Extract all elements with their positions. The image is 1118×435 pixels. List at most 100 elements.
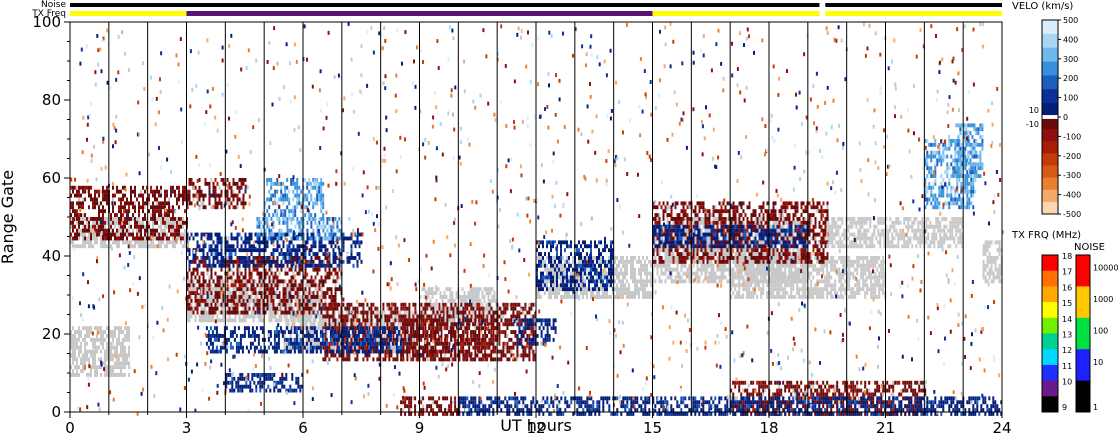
data-cell xyxy=(134,201,136,206)
data-cell xyxy=(86,326,88,331)
data-cell xyxy=(106,369,108,373)
data-cell xyxy=(636,283,638,288)
data-cell xyxy=(441,295,444,299)
data-cell xyxy=(746,295,749,299)
data-cell xyxy=(238,291,241,295)
data-cell xyxy=(726,236,729,241)
data-cell xyxy=(220,295,223,299)
data-cell xyxy=(831,240,834,245)
data-cell xyxy=(847,217,850,221)
data-cell xyxy=(893,244,896,249)
data-cell xyxy=(339,337,342,342)
data-cell xyxy=(855,236,858,241)
data-cell xyxy=(493,295,496,299)
data-cell xyxy=(652,275,655,280)
data-cell xyxy=(730,275,733,280)
data-cell xyxy=(391,318,394,323)
data-cell xyxy=(638,259,640,264)
data-cell xyxy=(196,287,199,292)
data-cell xyxy=(184,236,186,241)
data-cell xyxy=(162,217,164,221)
data-cell xyxy=(192,310,195,315)
data-cell xyxy=(451,291,454,295)
data-cell xyxy=(648,259,650,264)
data-cell xyxy=(98,345,100,350)
data-cell xyxy=(314,298,317,303)
data-cell xyxy=(92,361,94,366)
data-cell xyxy=(835,224,838,229)
data-cell xyxy=(907,220,910,225)
data-cell xyxy=(236,302,239,307)
data-cell xyxy=(754,267,757,272)
data-cell xyxy=(218,287,221,292)
data-cell xyxy=(437,287,440,292)
data-cell xyxy=(84,232,86,237)
data-cell xyxy=(814,267,817,272)
data-cell xyxy=(118,205,120,210)
data-cell xyxy=(686,228,689,233)
data-cell xyxy=(124,365,126,370)
data-cell xyxy=(431,287,434,292)
data-cell xyxy=(834,267,837,272)
data-cell xyxy=(774,252,777,256)
data-cell xyxy=(102,345,104,350)
data-cell xyxy=(94,337,96,342)
data-cell xyxy=(72,369,74,373)
data-cell xyxy=(96,345,98,350)
data-cell xyxy=(128,353,130,358)
data-cell xyxy=(758,240,761,245)
data-cell xyxy=(556,291,558,295)
data-cell xyxy=(260,279,263,284)
data-cell xyxy=(558,287,560,292)
data-cell xyxy=(397,326,400,331)
data-cell xyxy=(558,283,560,288)
data-cell xyxy=(194,298,197,303)
data-cell xyxy=(312,306,315,311)
data-cell xyxy=(184,189,186,194)
data-cell xyxy=(660,279,663,284)
data-cell xyxy=(80,205,82,210)
data-cell xyxy=(74,213,76,217)
data-cell xyxy=(996,248,999,253)
data-cell xyxy=(118,220,120,225)
data-cell xyxy=(798,248,801,253)
data-cell xyxy=(640,259,642,264)
data-cell xyxy=(439,291,442,295)
data-cell xyxy=(98,326,100,331)
data-cell xyxy=(84,189,86,194)
data-cell xyxy=(871,244,874,249)
data-cell xyxy=(652,263,655,268)
data-cell xyxy=(140,224,142,229)
data-cell xyxy=(670,259,673,264)
data-cell xyxy=(202,263,205,268)
data-cell xyxy=(630,259,632,264)
data-cell xyxy=(182,201,184,206)
data-cell xyxy=(756,252,759,256)
data-cell xyxy=(698,248,701,253)
data-cell xyxy=(720,267,723,272)
data-cell xyxy=(134,240,136,245)
data-cell xyxy=(907,224,910,229)
data-cell xyxy=(756,279,759,284)
data-cell xyxy=(264,306,267,311)
data-cell xyxy=(146,224,148,229)
data-cell xyxy=(469,295,472,299)
data-cell xyxy=(652,279,655,284)
data-cell xyxy=(176,193,178,198)
data-cell xyxy=(859,220,862,225)
data-cell xyxy=(244,298,247,303)
data-cell xyxy=(642,256,644,260)
data-cell xyxy=(718,279,721,284)
data-cell xyxy=(810,291,813,295)
data-cell xyxy=(126,240,128,245)
data-cell xyxy=(80,244,82,249)
data-cell xyxy=(740,256,743,260)
data-cell xyxy=(158,193,160,198)
data-cell xyxy=(568,291,570,295)
data-cell xyxy=(836,291,839,295)
data-cell xyxy=(903,240,906,245)
data-cell xyxy=(140,205,142,210)
data-cell xyxy=(887,240,890,245)
data-cell xyxy=(82,205,84,210)
data-cell xyxy=(878,283,881,288)
